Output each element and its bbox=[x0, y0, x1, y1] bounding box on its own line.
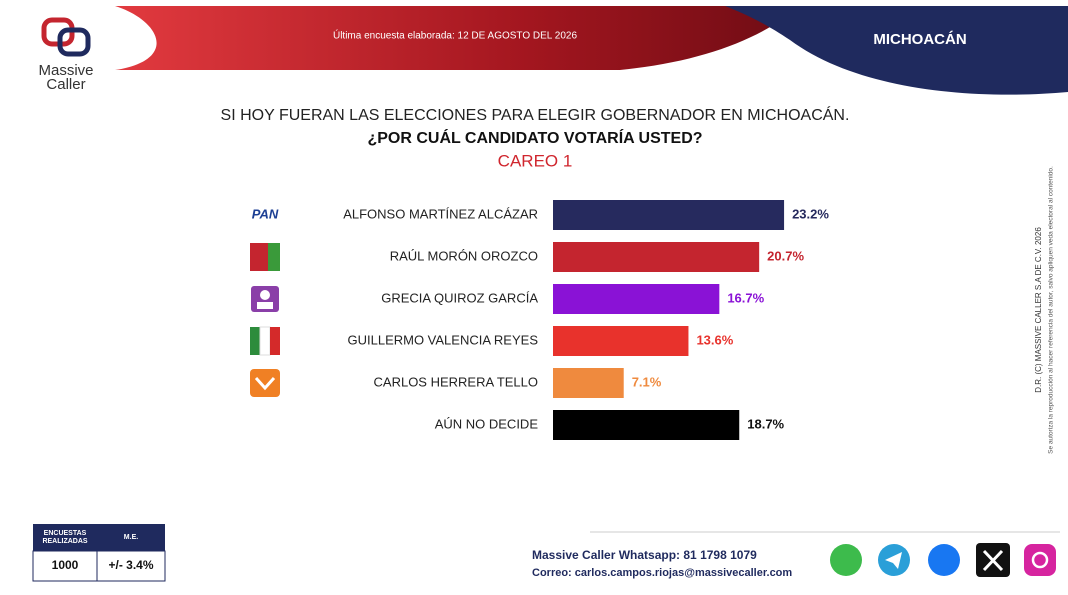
header-swoosh bbox=[115, 6, 800, 70]
permission-note: Se autoriza la reproducción al hacer ref… bbox=[1048, 166, 1055, 454]
whatsapp-icon[interactable] bbox=[830, 544, 862, 576]
bar bbox=[553, 326, 689, 356]
bar bbox=[553, 410, 740, 440]
category-label: ALFONSO MARTÍNEZ ALCÁZAR bbox=[343, 206, 538, 221]
mc-icon-part bbox=[254, 376, 276, 391]
table-cell: +/- 3.4% bbox=[108, 558, 153, 572]
chart-title: SI HOY FUERAN LAS ELECCIONES PARA ELEGIR… bbox=[221, 105, 850, 124]
header-region-band bbox=[725, 6, 1068, 95]
value-label: 18.7% bbox=[747, 416, 784, 431]
social-icons bbox=[830, 543, 1056, 577]
bar bbox=[553, 368, 624, 398]
value-label: 13.6% bbox=[696, 332, 733, 347]
logo: Massive Caller bbox=[38, 17, 94, 93]
pri-icon bbox=[250, 327, 260, 355]
value-label: 7.1% bbox=[632, 374, 662, 389]
value-label: 23.2% bbox=[792, 206, 829, 221]
instagram-glyph bbox=[1031, 551, 1049, 569]
table-header-cell: ENCUESTAS REALIZADAS bbox=[42, 530, 87, 545]
logo-text: Caller bbox=[46, 76, 85, 93]
independent-icon-part bbox=[257, 302, 273, 309]
table-cell: 1000 bbox=[52, 558, 79, 572]
bar bbox=[553, 200, 785, 230]
category-label: GUILLERMO VALENCIA REYES bbox=[348, 332, 539, 347]
value-label: 16.7% bbox=[727, 290, 764, 305]
bar bbox=[553, 242, 760, 272]
morena-icon-part bbox=[268, 243, 280, 271]
x-glyph bbox=[982, 549, 1004, 572]
independent-icon-part bbox=[260, 290, 270, 300]
pri-icon-part bbox=[259, 326, 271, 356]
telegram-glyph bbox=[885, 552, 902, 569]
survey-date: Última encuesta elaborada: 12 DE AGOSTO … bbox=[333, 29, 577, 42]
logo-bubble-navy bbox=[57, 27, 91, 57]
category-label: AÚN NO DECIDE bbox=[435, 416, 539, 431]
table-header bbox=[33, 524, 165, 551]
bar bbox=[553, 284, 720, 314]
table-body bbox=[32, 550, 166, 582]
pan-icon bbox=[250, 202, 280, 228]
rights-note: D.R. (C) MASSIVE CALLER S.A DE C.V. 2026 bbox=[1034, 227, 1043, 393]
category-label: CARLOS HERRERA TELLO bbox=[374, 374, 538, 389]
table-header-cell: M.E. bbox=[124, 534, 138, 541]
whatsapp: Massive Caller Whatsapp: 81 1798 1079 bbox=[532, 548, 757, 562]
pri-icon-part bbox=[270, 327, 280, 355]
instagram-icon[interactable] bbox=[1024, 544, 1056, 576]
category-label: RAÚL MORÓN OROZCO bbox=[390, 248, 538, 263]
annotation: CAREO 1 bbox=[498, 151, 573, 170]
facebook-icon[interactable] bbox=[928, 544, 960, 576]
mc-icon bbox=[250, 369, 280, 397]
bars: ALFONSO MARTÍNEZ ALCÁZAR 23.2% RAÚL MORÓN … bbox=[343, 200, 829, 440]
email: Correo: carlos.campos.riojas@massivecall… bbox=[532, 567, 792, 579]
side-note: D.R. (C) MASSIVE CALLER S.A DE C.V. 2026… bbox=[1034, 166, 1055, 454]
region: MICHOACÁN bbox=[873, 31, 966, 48]
party-icons: PAN bbox=[250, 202, 280, 397]
pan-logo-text: PAN bbox=[252, 206, 279, 221]
sample-table: ENCUESTAS REALIZADAS M.E. 1000 +/- 3.4% bbox=[32, 524, 166, 582]
value-label: 20.7% bbox=[767, 248, 804, 263]
chart-subtitle: ¿POR CUÁL CANDIDATO VOTARÍA USTED? bbox=[367, 128, 702, 147]
logo-text: Massive bbox=[38, 62, 93, 79]
category-label: GRECIA QUIROZ GARCÍA bbox=[381, 290, 538, 305]
